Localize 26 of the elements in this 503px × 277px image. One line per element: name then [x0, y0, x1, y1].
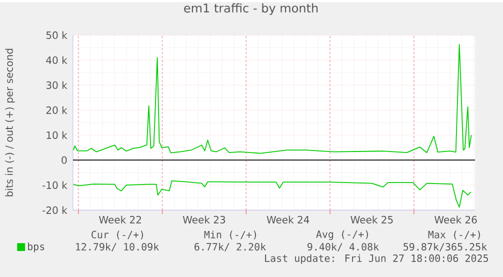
chart-title: em1 traffic - by month — [184, 3, 318, 15]
text: 9.40k/ 4.08k — [308, 242, 379, 252]
text: Cur (-/+) — [92, 230, 144, 240]
y-tick-label: 30 k — [46, 81, 68, 89]
x-tick-label: Week 22 — [99, 216, 141, 224]
x-tick-label: Week 26 — [434, 216, 477, 224]
text: Min (-/+) — [204, 230, 256, 240]
y-tick-label: 20 k — [46, 106, 68, 114]
x-tick-label: Week 23 — [182, 216, 226, 224]
text: Last update: Fri Jun 27 18:00:06 2025 — [265, 254, 488, 264]
text: Max (-/+) — [428, 230, 480, 240]
line-series — [73, 44, 472, 154]
y-tick-label: -10 k — [42, 181, 68, 189]
text: 6.77k/ 2.20k — [194, 242, 266, 252]
y-tick-label: 0 — [62, 156, 67, 164]
y-axis-title: bits in (-) / out (+) per second — [5, 48, 15, 196]
x-tick-label: Week 25 — [350, 216, 393, 224]
text: Avg (-/+) — [316, 230, 368, 240]
y-tick-label: 10 k — [46, 131, 68, 139]
x-tick-label: Week 24 — [266, 216, 310, 224]
legend-label: bps — [28, 242, 44, 252]
y-tick-label: -20 k — [42, 206, 68, 214]
text: 59.87k/365.25k — [404, 242, 487, 252]
y-tick-label: 40 k — [46, 56, 68, 64]
y-tick-label: 50 k — [46, 31, 68, 39]
text: 12.79k/ 10.09k — [76, 242, 159, 252]
